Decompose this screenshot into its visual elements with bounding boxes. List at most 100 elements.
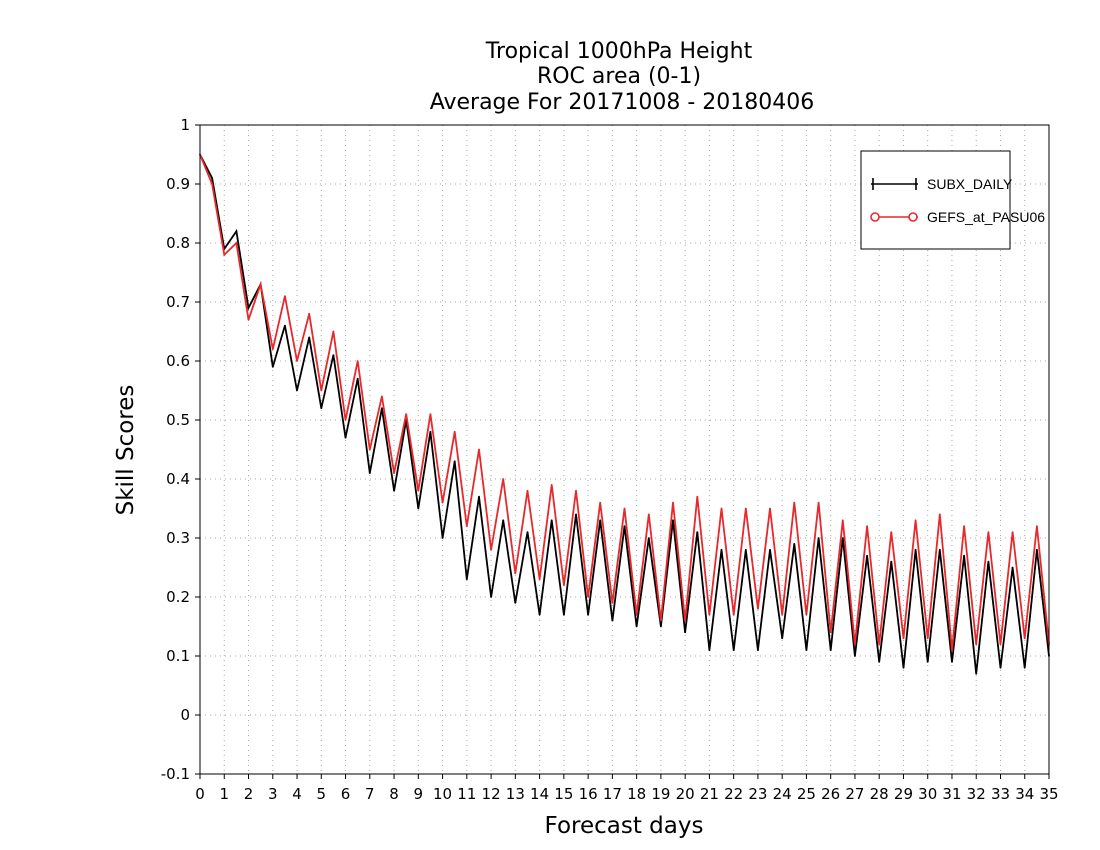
x-tick-label: 26 <box>821 785 840 803</box>
x-tick-label: 10 <box>433 785 452 803</box>
data-point <box>368 448 371 451</box>
data-point <box>635 613 638 616</box>
data-point <box>284 324 286 327</box>
data-point <box>769 507 771 510</box>
data-point <box>381 395 383 398</box>
data-point <box>429 430 432 433</box>
data-point <box>720 548 723 551</box>
y-tick-label: 0.6 <box>166 352 190 370</box>
x-tick-label: 6 <box>341 785 351 803</box>
data-point <box>829 649 832 651</box>
data-point <box>660 625 662 628</box>
x-tick-label: 30 <box>918 785 937 803</box>
data-point <box>453 430 456 433</box>
x-axis-title: Forecast days <box>545 813 704 839</box>
data-point <box>599 501 602 504</box>
x-tick-label: 5 <box>317 785 327 803</box>
x-tick-label: 14 <box>530 785 549 803</box>
data-point <box>696 495 699 498</box>
y-tick-label: 0.3 <box>166 529 190 547</box>
data-point <box>538 613 541 616</box>
x-tick-label: 15 <box>554 785 573 803</box>
data-point <box>320 407 323 410</box>
data-point <box>708 613 711 616</box>
y-axis-ticks: -0.1 0 0.1 0.2 0.3 0.4 0.5 0.6 0.7 0.8 0.9 1 <box>161 116 200 783</box>
data-point <box>732 613 735 616</box>
data-point <box>575 489 577 492</box>
data-point <box>526 489 529 492</box>
x-tick-label: 18 <box>627 785 646 803</box>
data-point <box>441 501 444 504</box>
data-point <box>672 501 674 504</box>
x-tick-label: 4 <box>292 785 302 803</box>
data-point <box>841 537 844 539</box>
x-tick-label: 1 <box>219 785 229 803</box>
chart-title-line-1: Tropical 1000hPa Height <box>485 39 753 64</box>
data-point <box>308 312 311 315</box>
data-point <box>344 436 347 439</box>
legend-box <box>860 150 1011 250</box>
x-tick-label: 0 <box>195 785 205 803</box>
y-tick-label: 0.1 <box>166 647 190 665</box>
data-point <box>781 613 784 616</box>
data-point <box>987 560 990 563</box>
data-point <box>550 484 553 486</box>
y-tick-label: 0.7 <box>166 293 190 311</box>
x-tick-label: 33 <box>991 785 1010 803</box>
data-point <box>854 643 856 646</box>
data-point <box>1023 637 1026 640</box>
data-point <box>381 407 383 410</box>
y-tick-label: 0.8 <box>166 234 190 252</box>
data-point <box>405 413 408 415</box>
data-point <box>271 366 274 368</box>
data-point <box>963 554 965 557</box>
x-tick-label: 27 <box>845 785 864 803</box>
x-tick-label: 35 <box>1039 785 1058 803</box>
data-point <box>854 655 856 657</box>
data-point <box>1011 566 1014 569</box>
x-tick-label: 17 <box>603 785 622 803</box>
x-tick-label: 12 <box>482 785 501 803</box>
data-point <box>478 495 480 498</box>
data-point <box>526 531 529 533</box>
data-point <box>599 519 602 522</box>
data-point <box>514 572 517 575</box>
x-tick-label: 2 <box>244 785 254 803</box>
data-point <box>259 283 262 286</box>
data-point <box>211 177 214 180</box>
data-point <box>914 548 917 551</box>
data-point <box>951 649 953 651</box>
data-point <box>550 519 553 522</box>
data-point <box>757 649 759 651</box>
x-tick-label: 25 <box>797 785 816 803</box>
data-point <box>951 661 953 663</box>
data-point <box>660 619 662 622</box>
data-point <box>514 602 517 604</box>
data-point <box>453 460 456 463</box>
data-point <box>490 596 492 598</box>
data-point <box>587 613 589 616</box>
x-tick-label: 34 <box>1015 785 1034 803</box>
data-point <box>647 513 650 516</box>
data-point <box>866 525 868 528</box>
data-point <box>284 295 286 297</box>
legend-marker-gefs-2 <box>908 212 918 222</box>
y-tick-label: 0.4 <box>166 470 190 488</box>
chart-title-line-2: ROC area (0-1) <box>537 64 701 89</box>
data-point <box>490 548 492 551</box>
data-point <box>393 472 395 474</box>
data-point <box>1036 525 1038 528</box>
data-point <box>926 637 929 640</box>
data-point <box>478 448 480 451</box>
data-point <box>926 661 929 663</box>
data-point <box>684 631 686 634</box>
x-tick-label: 8 <box>389 785 399 803</box>
data-point <box>902 637 905 640</box>
chart-title-line-3: Average For 20171008 - 20180406 <box>430 90 815 115</box>
data-point <box>563 613 565 616</box>
data-point <box>938 513 941 516</box>
data-point <box>890 531 893 533</box>
data-point <box>732 649 735 651</box>
y-tick-label: 0.2 <box>166 588 190 606</box>
